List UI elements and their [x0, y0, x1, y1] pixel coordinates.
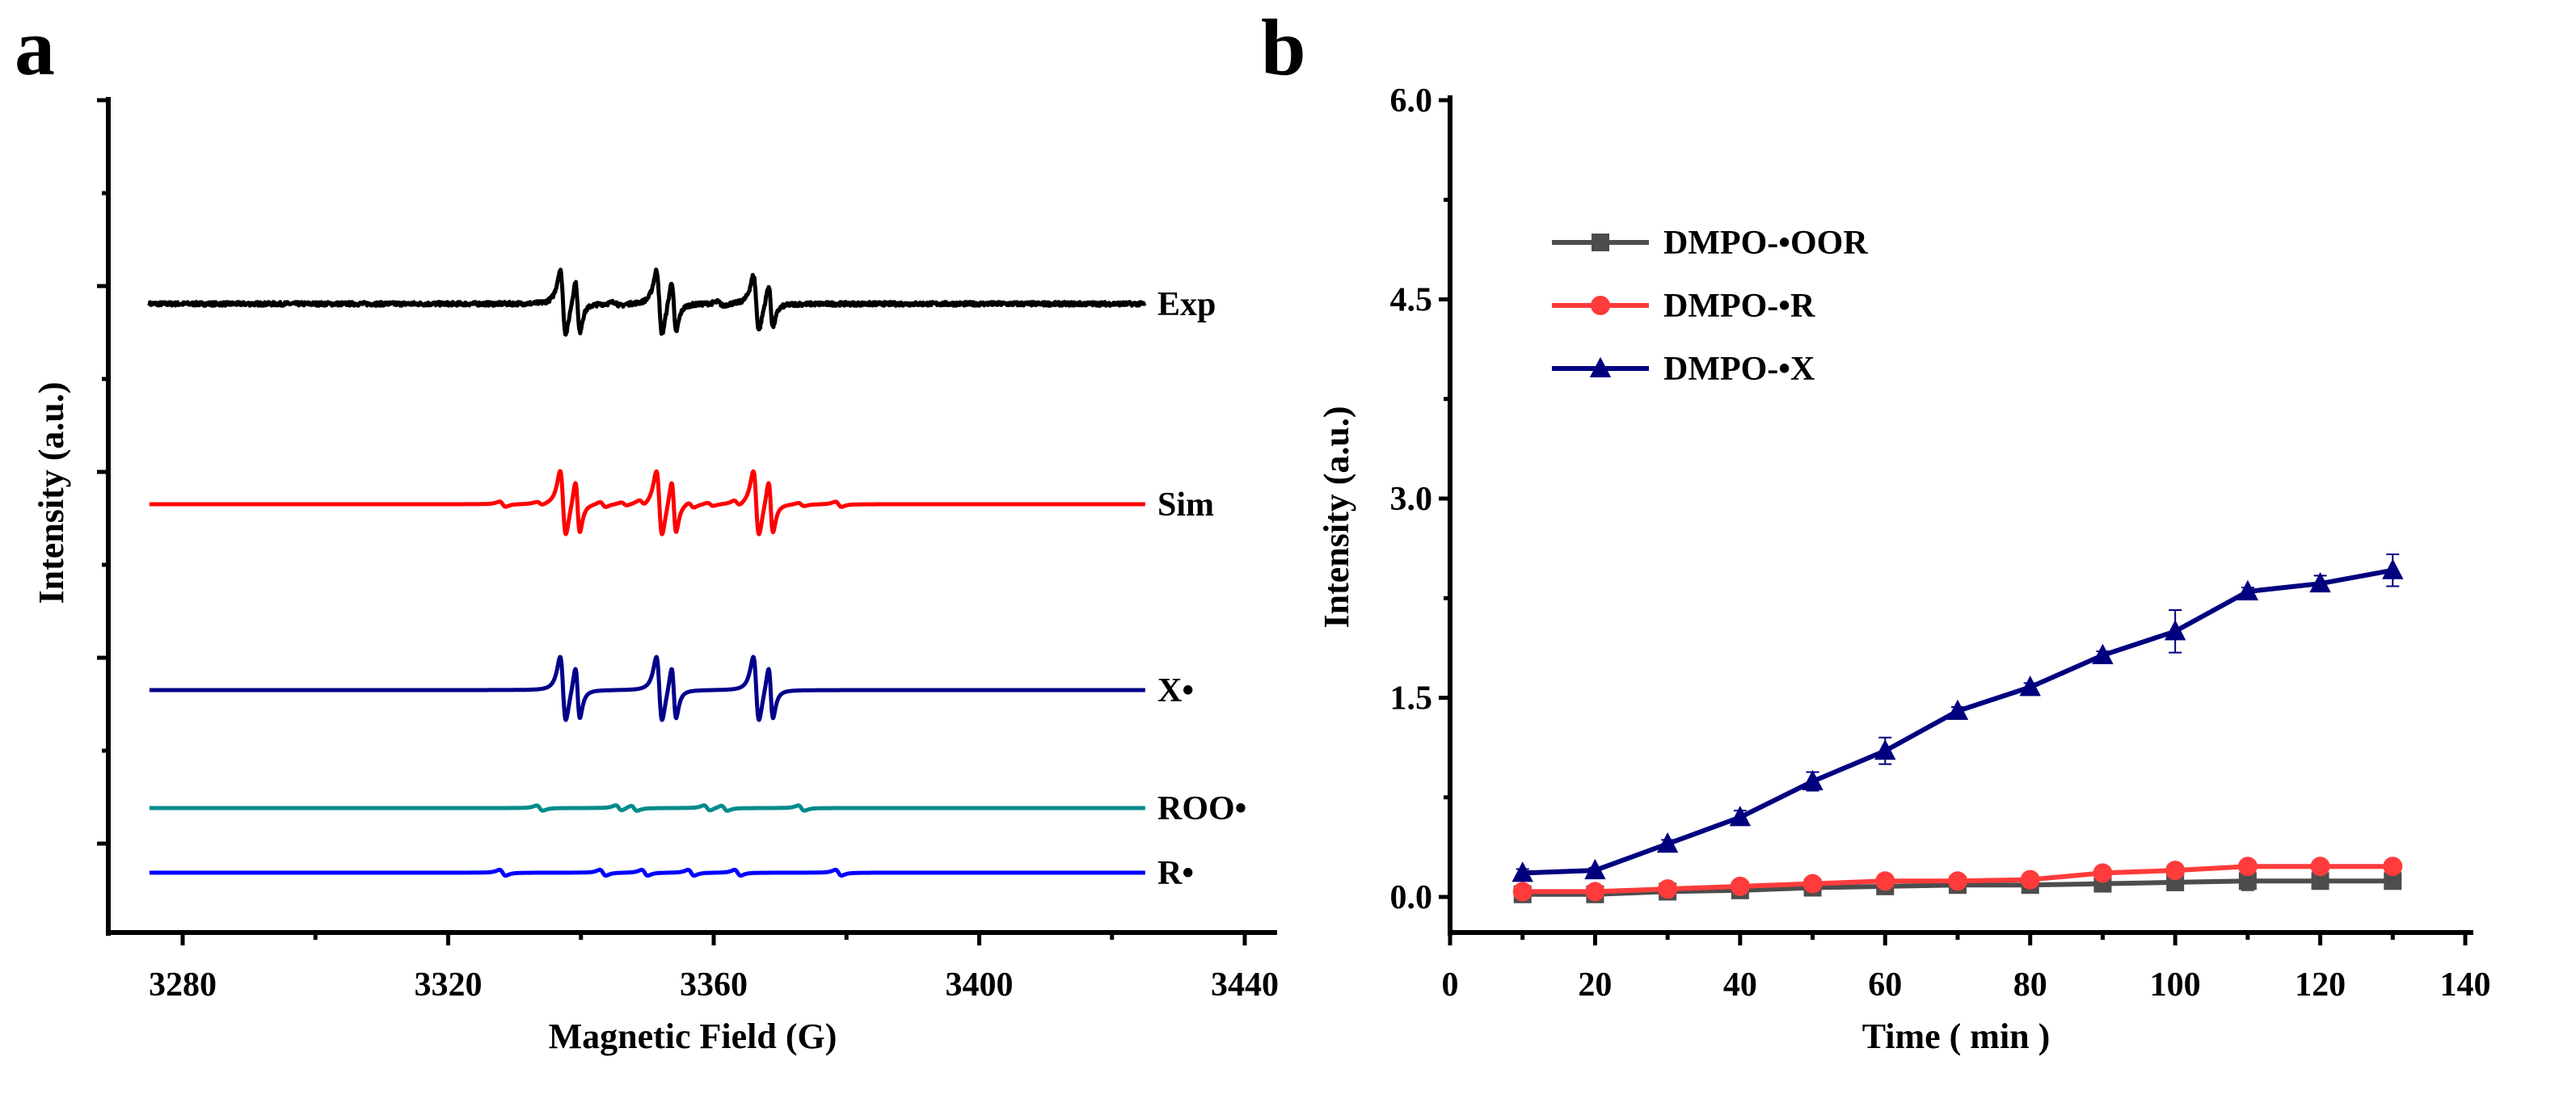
circle-marker	[1875, 871, 1895, 891]
square-marker	[2311, 872, 2329, 890]
circle-marker	[2020, 869, 2040, 890]
spectrum-exp	[147, 267, 1147, 337]
panel-a-x-tick-label: 3440	[1211, 966, 1279, 1004]
circle-marker	[1591, 296, 1610, 315]
panel-b-y-axis-title: Intensity (a.u.)	[1317, 406, 1356, 628]
triangle-marker	[2164, 620, 2186, 641]
spectrum-x	[148, 655, 1147, 722]
legend-label: DMPO-•OOR	[1663, 225, 1868, 262]
panel-a-x-tick-label: 3280	[149, 966, 217, 1004]
series-line	[1522, 567, 2393, 876]
panel-b-y-tick-label: 3.0	[1390, 481, 1433, 518]
circle-marker	[1802, 874, 1823, 894]
spectrum-label: R•	[1157, 855, 1194, 892]
spectrum-roo	[148, 803, 1147, 813]
legend-label: DMPO-•X	[1663, 351, 1815, 388]
panel-b-x-tick-label: 120	[2295, 966, 2346, 1004]
panel-b-intensity-vs-time: Time ( min ) Intensity (a.u.) 0.0 1.5 3.0 4…	[1317, 82, 2491, 1056]
triangle-marker	[2019, 676, 2041, 697]
panel-a-x-tick-label: 3360	[680, 966, 748, 1004]
triangle-marker	[1802, 769, 1823, 791]
spectrum-label: X•	[1157, 672, 1194, 709]
circle-marker	[2237, 857, 2258, 877]
panel-b-y-tick-label: 1.5	[1390, 680, 1433, 718]
panel-b-y-tick-label: 0.0	[1390, 879, 1433, 916]
spectrum-sim	[148, 469, 1147, 537]
panel-b-x-tick-label: 100	[2150, 966, 2201, 1004]
panel-a-x-tick-label: 3320	[415, 966, 483, 1004]
square-marker	[2384, 872, 2402, 890]
panel-a-x-tick-label: 3400	[946, 966, 1014, 1004]
legend-label: DMPO-•R	[1663, 288, 1815, 325]
triangle-marker	[1656, 831, 1679, 853]
panel-b-x-tick-label: 80	[2013, 966, 2047, 1004]
triangle-marker	[2237, 579, 2259, 601]
circle-marker	[1730, 876, 1750, 896]
spectrum-label: ROO•	[1157, 790, 1246, 827]
square-marker	[2238, 872, 2257, 890]
triangle-marker	[1584, 858, 1606, 880]
circle-marker	[1512, 882, 1533, 902]
circle-marker	[2093, 863, 2113, 883]
panel-b-x-tick-label: 140	[2440, 966, 2491, 1004]
panel-a-y-axis-title: Intensity (a.u.)	[32, 381, 71, 604]
circle-marker	[1585, 882, 1605, 902]
circle-marker	[2165, 861, 2186, 881]
panel-b-x-axis-title: Time ( min )	[1862, 1017, 2051, 1056]
circle-marker	[1658, 879, 1678, 899]
panel-a-x-axis-title: Magnetic Field (G)	[549, 1017, 837, 1056]
square-marker	[1592, 234, 1609, 251]
panel-b-x-tick-label: 20	[1578, 966, 1612, 1004]
triangle-marker	[1589, 356, 1612, 377]
circle-marker	[2383, 857, 2403, 877]
panel-label-a: a	[15, 2, 55, 92]
spectrum-label: Exp	[1157, 286, 1216, 323]
spectrum-label: Sim	[1157, 486, 1214, 524]
panel-b-x-tick-label: 40	[1723, 966, 1757, 1004]
triangle-marker	[2382, 558, 2404, 579]
circle-marker	[2310, 857, 2330, 877]
series-triangle	[1511, 554, 2404, 882]
panel-b-x-tick-label: 0	[1442, 966, 1459, 1004]
series-circle	[1512, 857, 2403, 902]
triangle-marker	[2309, 571, 2331, 593]
panel-b-x-tick-label: 60	[1868, 966, 1902, 1004]
triangle-marker	[1729, 806, 1752, 827]
spectrum-r	[148, 867, 1147, 878]
triangle-marker	[1511, 861, 1533, 882]
panel-b-y-tick-label: 6.0	[1390, 82, 1433, 120]
circle-marker	[1948, 871, 1967, 891]
panel-label-b: b	[1261, 2, 1306, 92]
panel-b-y-tick-label: 4.5	[1390, 282, 1433, 319]
panel-a-epr-spectra: Magnetic Field (G) Intensity (a.u.) 3280…	[32, 97, 1279, 1056]
triangle-marker	[1946, 699, 1969, 720]
triangle-marker	[1874, 739, 1896, 760]
triangle-marker	[2092, 643, 2114, 664]
